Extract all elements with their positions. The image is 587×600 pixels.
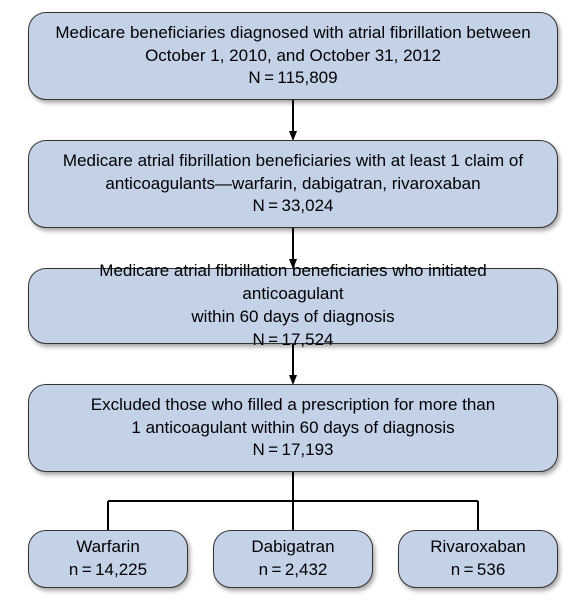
flow-node-n3: Medicare atrial fibrillation beneficiari… (28, 268, 558, 344)
flow-node-l1: Warfarinn = 14,225 (28, 530, 188, 588)
node-text-line: N = 33,024 (252, 195, 333, 218)
node-text-line: 1 anticoagulant within 60 days of diagno… (131, 417, 454, 440)
node-text-line: n = 2,432 (259, 559, 328, 582)
node-text-line: Warfarin (76, 536, 140, 559)
node-text-line: Dabigatran (251, 536, 334, 559)
flow-node-l3: Rivaroxabann = 536 (398, 530, 558, 588)
flow-node-n4: Excluded those who filled a prescription… (28, 384, 558, 472)
node-text-line: N = 115,809 (248, 67, 337, 90)
node-text-line: Rivaroxaban (430, 536, 525, 559)
node-text-line: Excluded those who filled a prescription… (91, 394, 495, 417)
node-text-line: Medicare beneficiaries diagnosed with at… (55, 22, 530, 45)
node-text-line: Medicare atrial fibrillation beneficiari… (49, 260, 537, 306)
node-text-line: N = 17,193 (252, 439, 333, 462)
node-text-line: within 60 days of diagnosis (191, 306, 394, 329)
node-text-line: n = 536 (451, 559, 506, 582)
node-text-line: n = 14,225 (69, 559, 147, 582)
node-text-line: anticoagulants—warfarin, dabigatran, riv… (105, 173, 480, 196)
flow-node-n1: Medicare beneficiaries diagnosed with at… (28, 12, 558, 100)
node-text-line: N = 17,524 (252, 329, 333, 352)
node-text-line: Medicare atrial fibrillation beneficiari… (63, 150, 523, 173)
flow-node-l2: Dabigatrann = 2,432 (213, 530, 373, 588)
node-text-line: October 1, 2010, and October 31, 2012 (145, 45, 441, 68)
flow-node-n2: Medicare atrial fibrillation beneficiari… (28, 140, 558, 228)
flowchart-canvas: Medicare beneficiaries diagnosed with at… (0, 0, 587, 600)
